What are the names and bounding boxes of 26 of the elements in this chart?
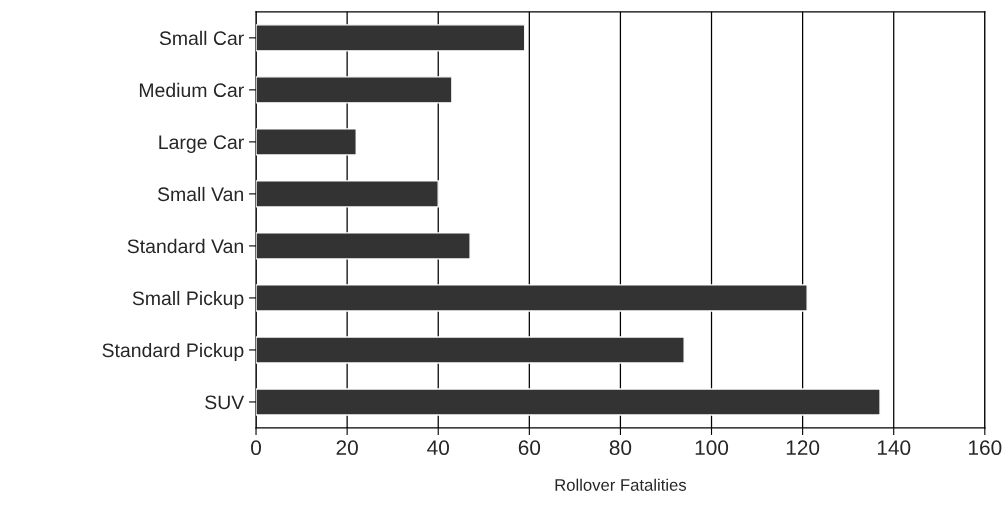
x-tick-label: 0: [251, 440, 262, 456]
bar: [256, 180, 439, 208]
x-tick-label: 20: [336, 440, 358, 456]
y-tick-label: Standard Pickup: [102, 342, 244, 362]
x-tick-label: 140: [877, 440, 911, 456]
x-tick-label: 100: [695, 440, 729, 456]
y-tick-label: Standard Van: [127, 238, 243, 254]
y-tick-label: SUV: [205, 395, 245, 410]
x-tick-label: 40: [427, 440, 449, 456]
bar: [256, 76, 453, 104]
x-tick-label: 60: [518, 440, 541, 456]
x-tick-label: 120: [786, 440, 820, 456]
x-tick-label: 160: [969, 440, 1002, 456]
y-tick-label: Small Van: [157, 186, 243, 202]
x-tick-label: 80: [609, 440, 632, 456]
y-tick-label: Small Pickup: [132, 290, 244, 310]
bar: [256, 128, 357, 156]
bar: [256, 336, 685, 364]
y-tick-label: Small Car: [159, 30, 244, 46]
bar: [256, 24, 526, 52]
y-tick-label: Medium Car: [139, 82, 244, 98]
bar: [256, 284, 808, 312]
bar: [256, 232, 471, 260]
bar: [256, 388, 881, 416]
y-tick-label: Large Car: [159, 135, 244, 153]
x-axis-title: Rollover Fatalities: [555, 478, 687, 491]
